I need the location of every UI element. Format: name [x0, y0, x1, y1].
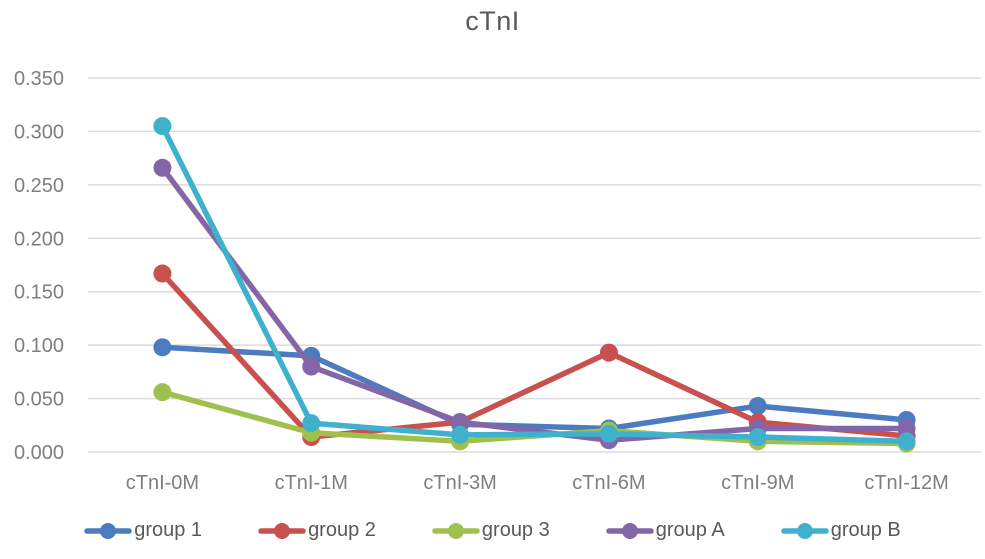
data-point-group-b-2 — [451, 425, 470, 444]
legend-item-group-2: group 2 — [258, 519, 376, 542]
data-point-group-2-0 — [153, 264, 172, 283]
series-line-group-b — [159, 123, 910, 445]
y-axis-tick-label: 0.050 — [14, 389, 64, 411]
legend-item-group-3: group 3 — [432, 519, 550, 542]
data-point-group-1-0 — [153, 338, 172, 357]
legend-label: group 2 — [308, 519, 376, 541]
legend-marker-icon — [258, 522, 306, 539]
data-point-group-b-1 — [302, 414, 321, 433]
data-point-group-b-5 — [897, 432, 916, 451]
y-axis-tick-label: 0.350 — [14, 68, 64, 90]
x-axis-tick-label: cTnI-3M — [423, 472, 496, 494]
x-axis-tick-label: cTnI-0M — [126, 472, 199, 494]
x-axis-tick-label: cTnI-1M — [275, 472, 348, 494]
legend-marker-icon — [432, 522, 480, 539]
legend-marker-icon — [606, 522, 654, 539]
legend-item-group-1: group 1 — [84, 519, 202, 542]
y-axis-tick-label: 0.100 — [14, 335, 64, 357]
legend-marker-icon — [84, 522, 132, 539]
series-line-group-1 — [159, 344, 910, 432]
x-axis-tick-label: cTnI-9M — [721, 472, 794, 494]
data-point-group-b-0 — [153, 117, 172, 136]
legend-label: group B — [830, 519, 901, 541]
y-axis-tick-label: 0.250 — [14, 175, 64, 197]
legend-label: group 1 — [134, 519, 203, 541]
y-axis-tick-label: 0.000 — [14, 442, 64, 464]
data-point-group-b-3 — [599, 424, 618, 443]
series-line-group-2 — [159, 270, 910, 440]
data-point-group-a-0 — [153, 158, 172, 177]
x-axis-tick-label: cTnI-6M — [572, 472, 645, 494]
legend-label: group 3 — [481, 519, 550, 541]
y-axis-tick-label: 0.200 — [14, 228, 64, 250]
x-axis-tick-label: cTnI-12M — [864, 472, 948, 494]
legend-label: group A — [655, 519, 725, 541]
y-axis-tick-label: 0.300 — [14, 121, 64, 143]
chart-title: cTnI — [465, 6, 520, 36]
data-point-group-a-2 — [451, 413, 470, 432]
data-point-group-a-1 — [302, 357, 321, 376]
plot-area: 0.000 0.050 0.100 0.150 0.200 0.250 0.300 0.350… — [14, 68, 981, 494]
data-point-group-1-4 — [748, 397, 767, 416]
legend-item-group-b: group B — [780, 519, 901, 542]
data-point-group-2-3 — [599, 343, 618, 362]
data-point-group-b-4 — [748, 428, 767, 447]
legend: group 1 group 2 group 3 group A group B — [0, 519, 985, 542]
data-point-group-a-5 — [897, 419, 916, 438]
legend-marker-icon — [780, 522, 829, 539]
legend-item-group-a: group A — [606, 519, 725, 542]
series-line-group-a — [159, 165, 910, 443]
y-axis-tick-label: 0.150 — [14, 282, 64, 304]
data-point-group-3-0 — [153, 383, 172, 402]
